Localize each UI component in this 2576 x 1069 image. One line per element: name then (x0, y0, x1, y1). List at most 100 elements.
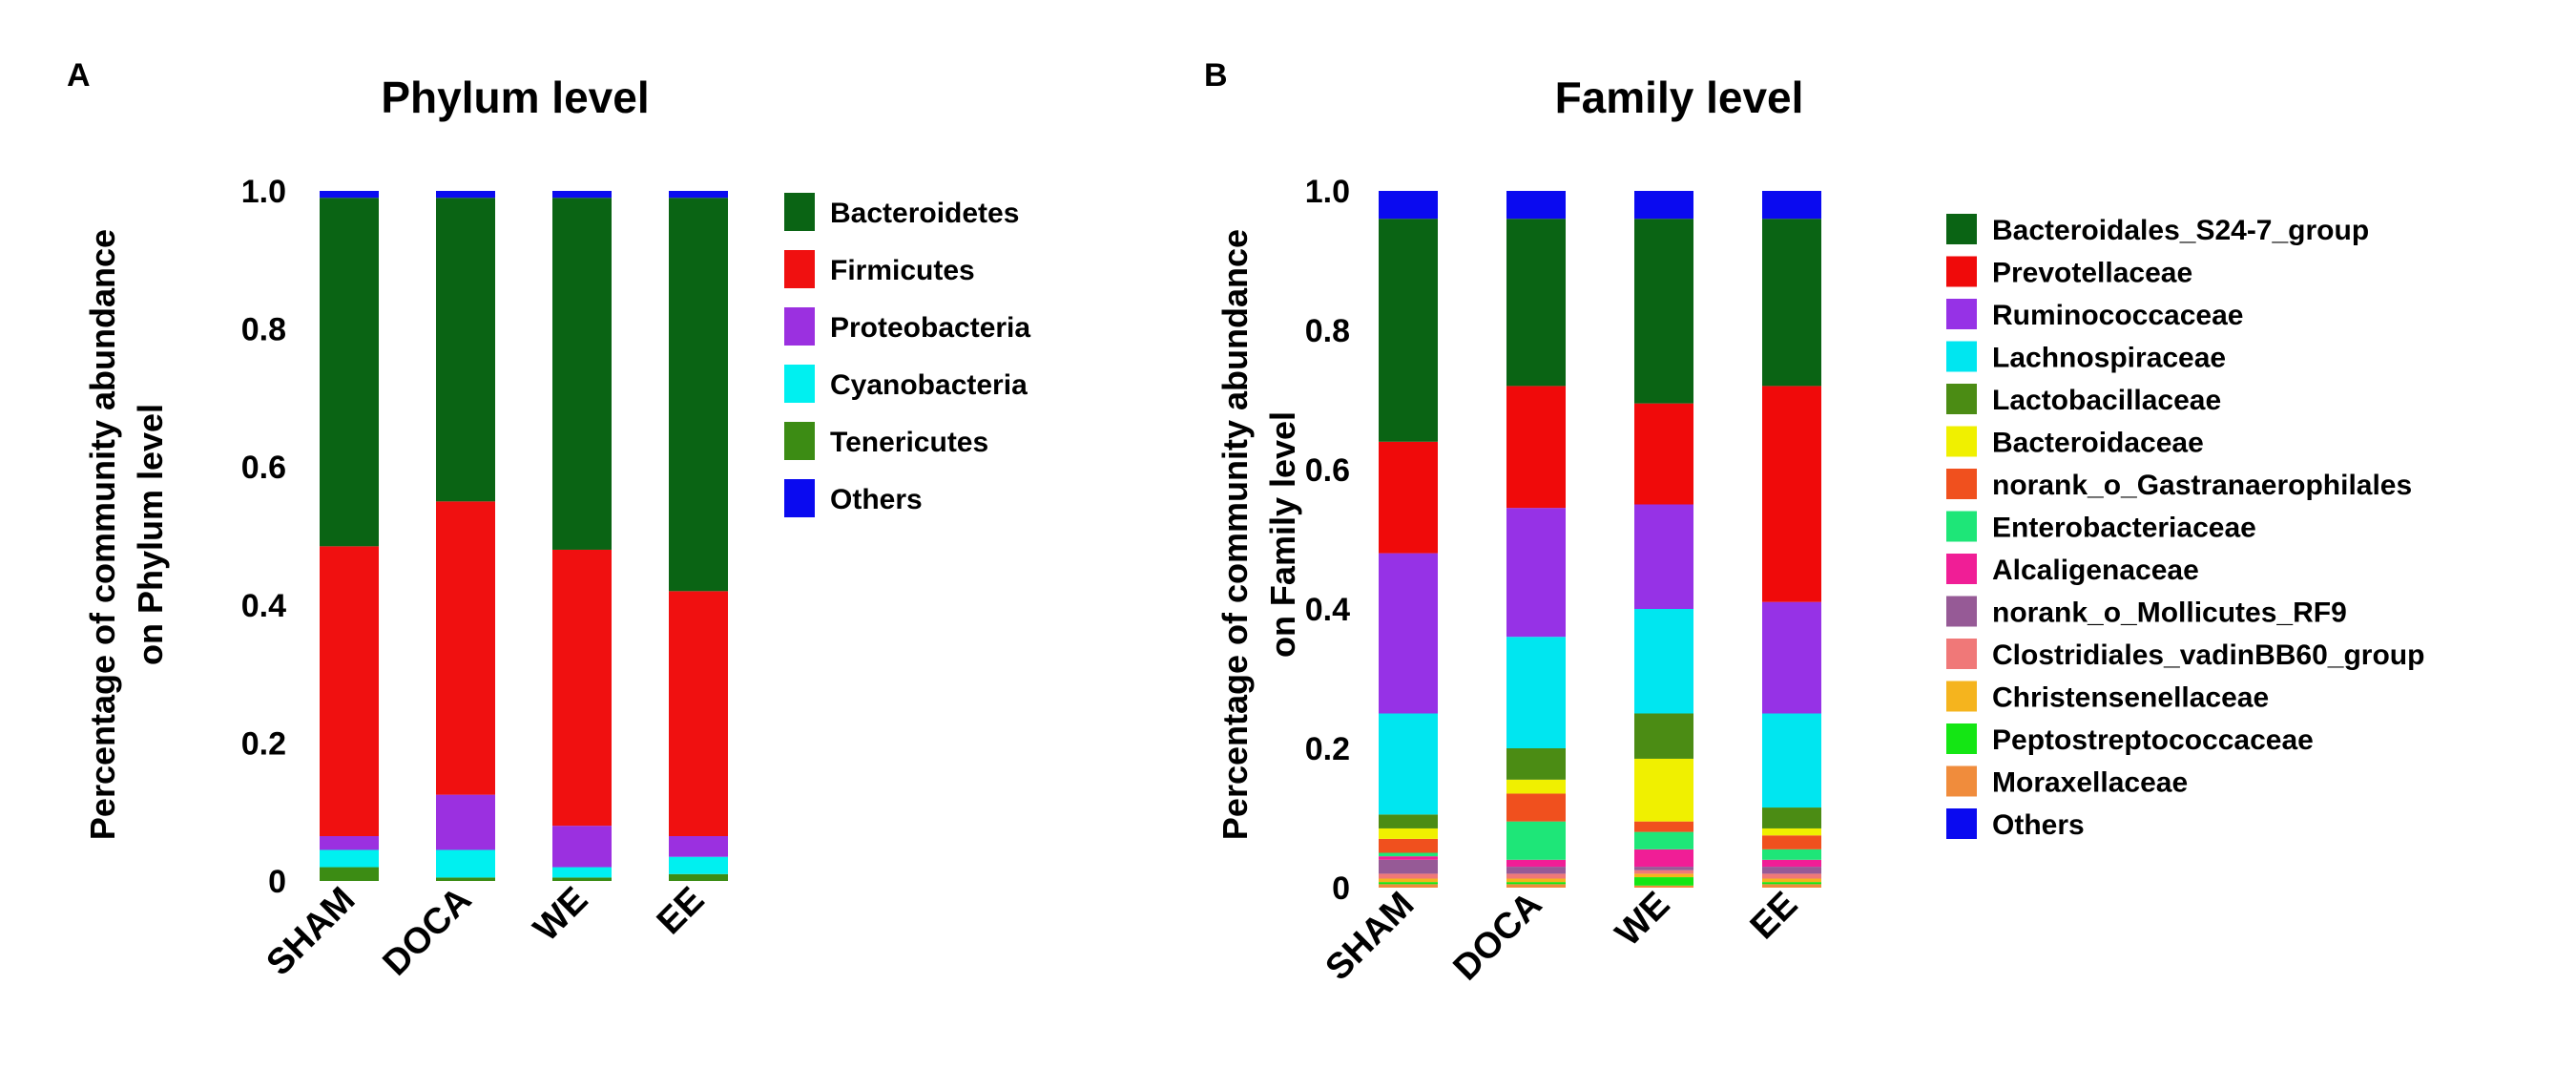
bar-sham (320, 191, 379, 881)
legend-swatch (784, 422, 815, 460)
legend-swatch (1946, 511, 1977, 542)
x-tick-label: WE (526, 880, 595, 950)
bar-segment-norank-o-mollicutes-rf9 (1506, 867, 1566, 874)
bar-segment-others (669, 191, 728, 199)
y-tick-label: 0 (1332, 870, 1350, 907)
bar-we (552, 191, 612, 881)
bar-segment-others (552, 191, 612, 199)
legend-swatch (1946, 469, 1977, 499)
legend: Bacteroidales_S24-7_group Prevotellaceae R… (1946, 214, 2424, 841)
legend-label: Proteobacteria (830, 312, 1030, 344)
chart-title: Family level (1555, 73, 1804, 122)
legend-label: Bacteroidetes (830, 198, 1019, 229)
y-tick-label: 0.6 (1305, 452, 1350, 489)
bar-segment-prevotellaceae (1762, 386, 1821, 602)
panel-b-family-chart: B Family level Percentage of community abu… (1204, 57, 2424, 988)
legend-label: Prevotellaceae (1992, 258, 2192, 289)
bar-segment-peptostreptococcaceae (1762, 882, 1821, 885)
bar-segment-norank-o-gastranaerophilales (1379, 838, 1438, 853)
bar-segment-lachnospiraceae (1379, 713, 1438, 815)
y-tick-label: 1.0 (1305, 174, 1350, 210)
y-tick-label: 0.4 (241, 588, 286, 624)
legend-swatch (784, 479, 815, 517)
bar-segment-proteobacteria (320, 836, 379, 850)
bar-segment-others (1634, 191, 1693, 220)
bar-segment-lactobacillaceae (1379, 814, 1438, 828)
bar-ee (669, 191, 728, 881)
bar-segment-firmicutes (436, 501, 495, 795)
bar-segment-christensenellaceae (1379, 878, 1438, 883)
legend-swatch (784, 193, 815, 231)
panel-a-phylum-chart: A Phylum level Percentage of community abu… (67, 57, 1030, 983)
legend-item-ruminococcaceae: Ruminococcaceae (1946, 299, 2243, 331)
bar-segment-christensenellaceae (1506, 878, 1566, 883)
bar-segment-moraxellaceae (1762, 884, 1821, 888)
legend-item-lactobacillaceae: Lactobacillaceae (1946, 384, 2221, 416)
bar-segment-bacteroidetes (320, 198, 379, 547)
x-tick-label: EE (650, 880, 713, 943)
bar-segment-alcaligenaceae (1762, 859, 1821, 868)
legend-label: Moraxellaceae (1992, 767, 2188, 799)
bar-segment-proteobacteria (436, 794, 495, 850)
bar-segment-lachnospiraceae (1506, 637, 1566, 748)
bar-segment-bacteroidales-s24-7-group (1379, 219, 1438, 442)
bar-segment-bacteroidales-s24-7-group (1506, 219, 1566, 387)
bar-segment-lactobacillaceae (1506, 748, 1566, 780)
bar-segment-ruminococcaceae (1762, 601, 1821, 714)
y-tick-label: 0.6 (241, 450, 286, 486)
x-tick-label: EE (1743, 885, 1806, 948)
legend-item-others: Others (1946, 808, 2085, 841)
bar-segment-clostridiales-vadinbb60-group (1762, 873, 1821, 879)
legend-swatch (1946, 341, 1977, 372)
bar-segment-norank-o-gastranaerophilales (1634, 821, 1693, 832)
y-axis-label: Percentage of community abundance on Fami… (1215, 229, 1302, 840)
bar-segment-norank-o-mollicutes-rf9 (1762, 867, 1821, 874)
legend-label: norank_o_Mollicutes_RF9 (1992, 597, 2347, 629)
legend-item-moraxellaceae: Moraxellaceae (1946, 765, 2188, 799)
bar-segment-bacteroidaceae (1506, 779, 1566, 794)
legend-label: Lachnospiraceae (1992, 343, 2226, 374)
bar-segment-christensenellaceae (1762, 878, 1821, 883)
bar-segment-ruminococcaceae (1379, 553, 1438, 714)
legend-item-peptostreptococcaceae: Peptostreptococcaceae (1946, 723, 2314, 756)
bar-segment-lachnospiraceae (1762, 713, 1821, 808)
bar-segment-proteobacteria (552, 826, 612, 868)
bar-segment-tenericutes (436, 877, 495, 881)
legend-label: Lactobacillaceae (1992, 385, 2221, 416)
bar-segment-firmicutes (552, 549, 612, 827)
bar-segment-enterobacteriaceae (1634, 831, 1693, 849)
bar-segment-cyanobacteria (669, 856, 728, 874)
bar-segment-prevotellaceae (1634, 403, 1693, 505)
bar-segment-clostridiales-vadinbb60-group (1634, 870, 1693, 874)
legend-item-christensenellaceae: Christensenellaceae (1946, 681, 2269, 714)
bar-segment-clostridiales-vadinbb60-group (1379, 873, 1438, 879)
legend-label: Alcaligenaceae (1992, 555, 2199, 586)
bar-segment-enterobacteriaceae (1762, 849, 1821, 860)
legend-label: Others (830, 484, 923, 515)
legend-swatch (1946, 554, 1977, 584)
bar-segment-ruminococcaceae (1506, 508, 1566, 638)
legend-swatch (1946, 426, 1977, 457)
legend-label: norank_o_Gastranaerophilales (1992, 470, 2412, 501)
legend-item-bacteroidales-s24-7-group: Bacteroidales_S24-7_group (1946, 214, 2369, 246)
bar-segment-bacteroidetes (552, 198, 612, 550)
bar-segment-others (320, 191, 379, 199)
legend-item-firmicutes: Firmicutes (784, 250, 975, 288)
legend-item-alcaligenaceae: Alcaligenaceae (1946, 554, 2199, 586)
legend-label: Enterobacteriaceae (1992, 513, 2256, 544)
legend-item-norank-o-gastranaerophilales: norank_o_Gastranaerophilales (1946, 469, 2412, 501)
legend-swatch (1946, 256, 1977, 287)
legend-item-tenericutes: Tenericutes (784, 422, 988, 460)
bar-segment-moraxellaceae (1379, 884, 1438, 888)
legend-label: Tenericutes (830, 427, 988, 458)
bar-segment-others (1762, 191, 1821, 220)
y-tick-label: 0.2 (1305, 731, 1350, 767)
legend-label: Clostridiales_vadinBB60_group (1992, 639, 2424, 671)
y-tick-label: 0.2 (241, 725, 286, 762)
legend-label: Ruminococcaceae (1992, 300, 2243, 331)
legend-label: Peptostreptococcaceae (1992, 724, 2314, 756)
y-tick-label: 1.0 (241, 174, 286, 210)
bar-segment-tenericutes (669, 873, 728, 881)
bar-segment-lactobacillaceae (1634, 713, 1693, 759)
bar-segment-others (1379, 191, 1438, 220)
